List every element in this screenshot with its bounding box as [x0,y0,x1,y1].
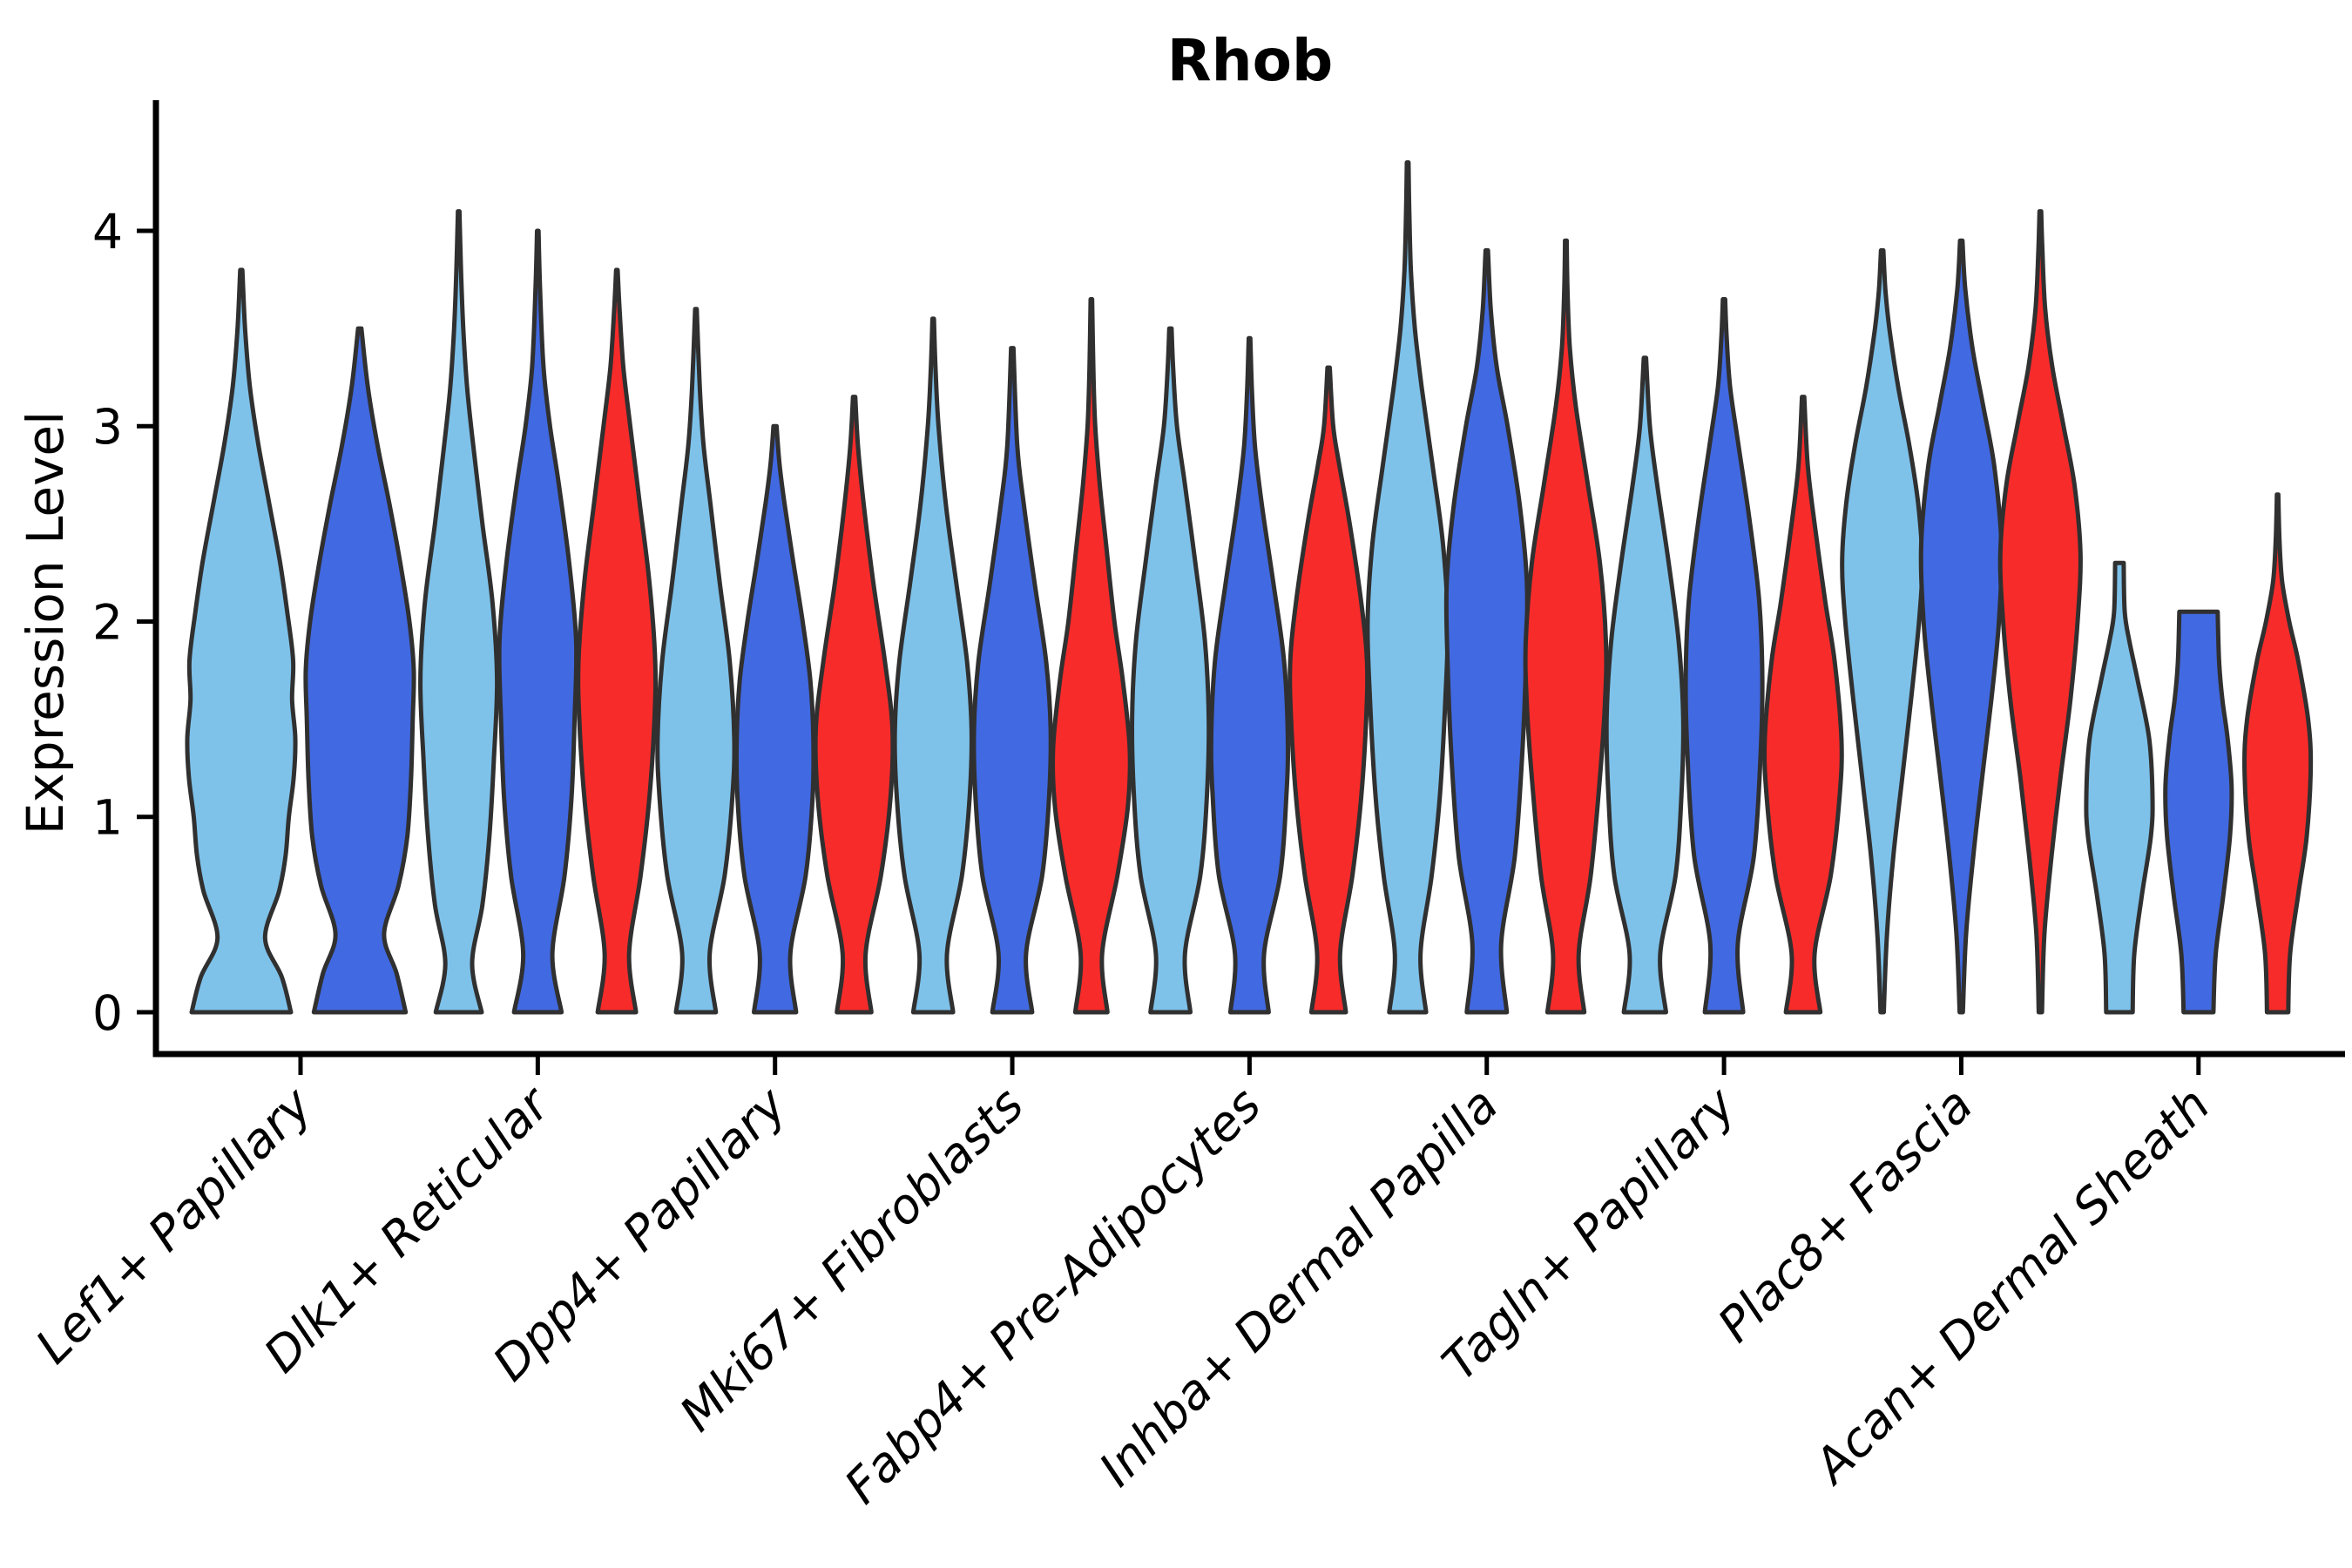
x-tick-label-plac8-fascia: Plac8+ Fascia [1707,1077,1984,1353]
violin-dpp4-papillary-red [813,395,896,1015]
violin-dpp4-papillary-skyblue [655,307,737,1015]
violin-plac8-fascia-royalblue [1918,238,2004,1015]
violin-series-layer [185,160,2314,1015]
violin-dpp4-papillary-royalblue [733,423,816,1015]
violin-plac8-fascia-skyblue [1840,247,1925,1015]
y-tick-label: 2 [92,594,123,650]
violin-mki67-fibroblasts-skyblue [892,316,974,1015]
violin-inhba-dermal-papilla-royalblue [1443,247,1530,1015]
violin-dlk1-reticular-skyblue [418,209,500,1015]
violin-acan-dermal-sheath-red [2242,492,2314,1015]
violin-inhba-dermal-papilla-red [1523,238,1609,1015]
violin-lef1-papillary-royalblue [303,326,416,1015]
chart-title: Rhob [1167,27,1333,94]
violin-mki67-fibroblasts-royalblue [971,346,1053,1015]
violin-plac8-fascia-red [1997,209,2083,1015]
x-tick-label-inhba-dermal-papilla: Inhba+ Dermal Papilla [1088,1077,1508,1497]
y-axis-label: Expression Level [16,411,75,835]
x-tick-label-fabp4-pre-adipocytes: Fabp4+ Pre-Adipocytes [834,1077,1271,1514]
violin-inhba-dermal-papilla-skyblue [1365,160,1450,1015]
violin-tagln-papillary-skyblue [1604,355,1686,1015]
violin-fabp4-pre-adipocytes-royalblue [1208,335,1291,1015]
violin-fabp4-pre-adipocytes-skyblue [1130,326,1212,1015]
violin-tagln-papillary-royalblue [1683,297,1765,1015]
y-tick-label: 4 [92,204,123,260]
y-tick-label: 0 [92,985,123,1041]
y-tick-label: 3 [92,399,123,455]
violin-dlk1-reticular-royalblue [497,228,579,1015]
x-tick-label-acan-dermal-sheath: Acan+ Dermal Sheath [1801,1077,2220,1496]
violin-acan-dermal-sheath-skyblue [2084,560,2155,1015]
violin-dlk1-reticular-red [576,267,659,1015]
violin-mki67-fibroblasts-red [1050,297,1132,1015]
violin-tagln-papillary-red [1762,395,1844,1015]
violin-fabp4-pre-adipocytes-red [1288,365,1370,1015]
y-tick-label: 1 [92,790,123,846]
violin-acan-dermal-sheath-royalblue [2163,609,2234,1015]
violin-lef1-papillary-skyblue [185,267,298,1015]
